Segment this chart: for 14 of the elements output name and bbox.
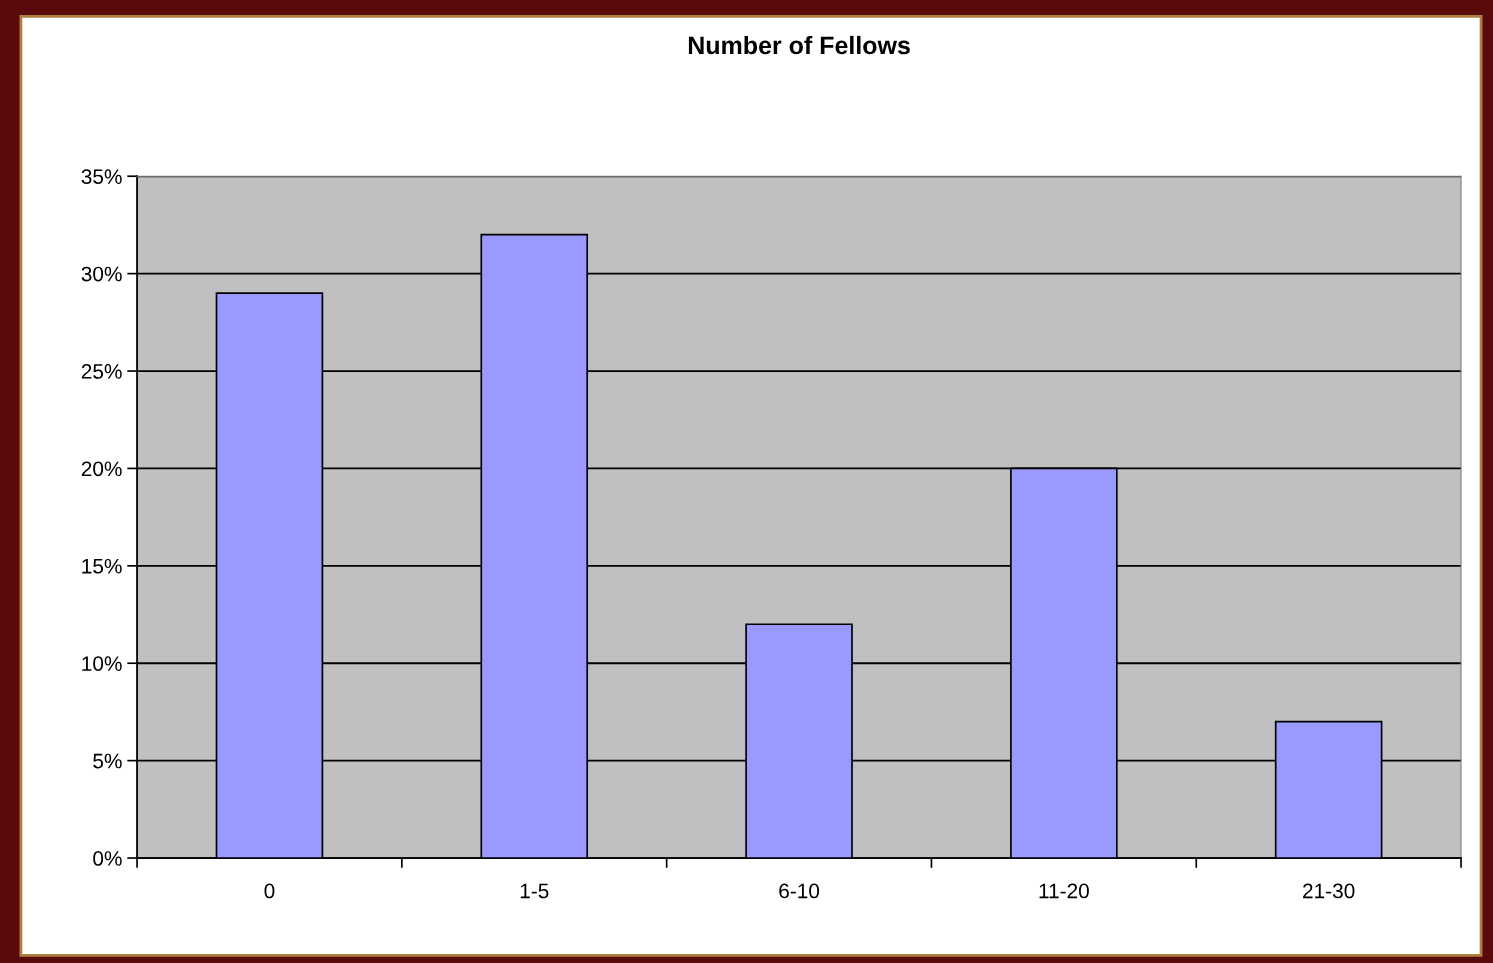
y-tick-label: 20% (81, 461, 122, 477)
x-tick-label: 6-10 (779, 883, 820, 899)
y-tick-label: 25% (81, 364, 122, 379)
x-tick-label: 0 (264, 883, 275, 899)
chart-title: Number of Fellows (688, 35, 910, 55)
x-tick-label: 1-5 (520, 883, 549, 899)
y-tick-label: 30% (81, 266, 122, 282)
y-tick-label: 5% (93, 753, 122, 769)
y-tick-label: 10% (82, 656, 122, 671)
y-tick-label: 35% (81, 169, 122, 184)
y-tick-label: 0% (93, 851, 122, 866)
y-tick-label: 15% (82, 558, 122, 574)
x-tick-label: 11-20 (1039, 883, 1089, 899)
x-tick-label: 21-30 (1303, 883, 1355, 899)
